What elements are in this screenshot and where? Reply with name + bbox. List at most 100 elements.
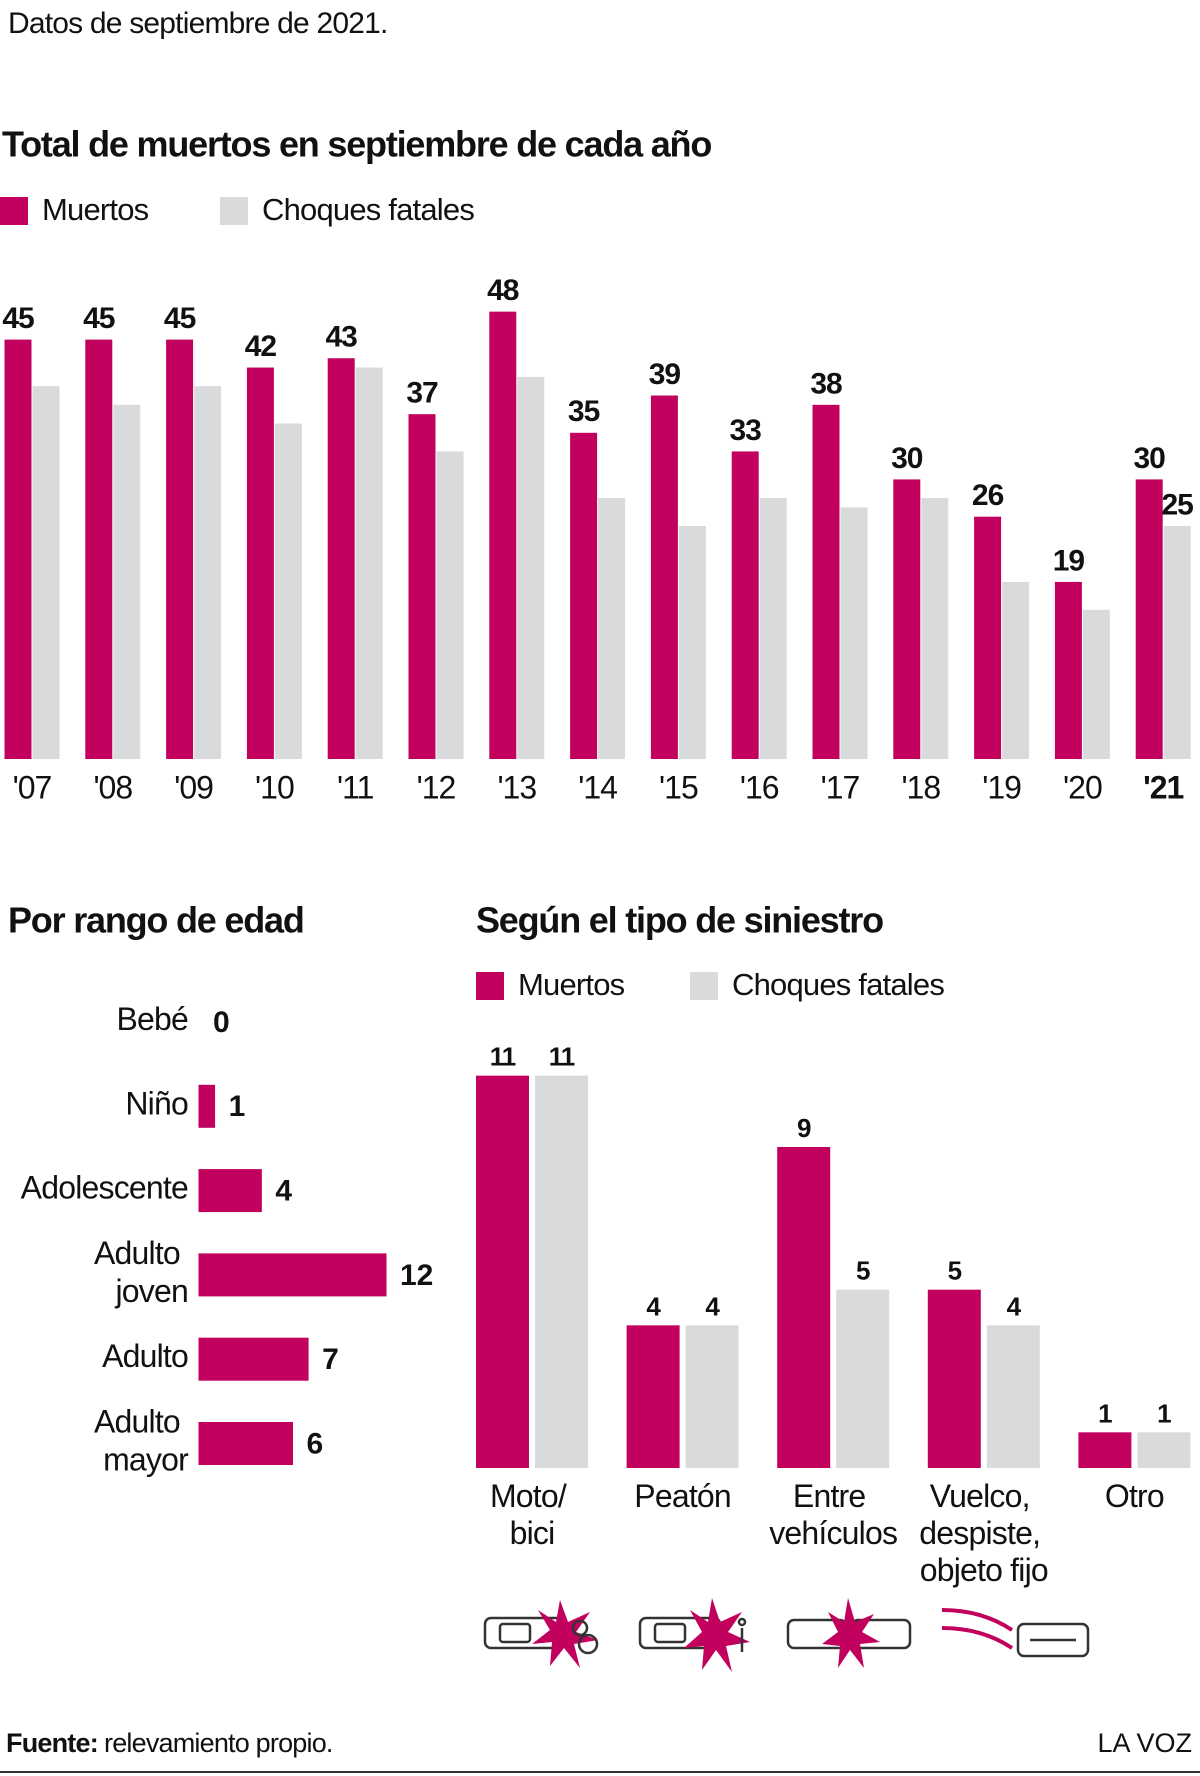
value-label: 33 (730, 414, 762, 447)
source: relevamiento propio. (104, 1728, 333, 1758)
legend-label: Choques fatales (262, 192, 474, 227)
x-tick-label: '14 (578, 769, 617, 805)
category-line: Moto/ (490, 1478, 574, 1514)
category-line: Otro (1105, 1478, 1164, 1514)
x-tick-label: '12 (417, 769, 456, 805)
value-label: 4 (705, 1291, 720, 1321)
bar (436, 451, 464, 759)
bar (836, 1289, 890, 1468)
category-label: Peatón (634, 1478, 731, 1514)
category-label: Moto/ bici (490, 1478, 574, 1551)
category-line: vehículos (769, 1515, 897, 1551)
value-label: 39 (649, 358, 681, 391)
bar (327, 358, 355, 759)
category-line: Peatón (634, 1478, 731, 1514)
bar (476, 1075, 529, 1468)
bar (517, 376, 545, 759)
value-label: 4 (1007, 1291, 1022, 1321)
x-tick-label: '08 (93, 769, 132, 805)
bar (198, 1084, 216, 1128)
value-label: 30 (1134, 442, 1166, 475)
value-label: 1 (229, 1090, 246, 1123)
legend-label: Choques fatales (732, 967, 944, 1002)
value-label: 45 (83, 302, 115, 335)
bar (570, 432, 598, 759)
x-tick-label: '13 (497, 769, 536, 805)
x-tick-label: '20 (1063, 769, 1102, 805)
subtitle: Datos de septiembre de 2021. (8, 7, 388, 40)
bar (194, 386, 222, 759)
category-line: Adolescente (21, 1170, 188, 1206)
x-tick-label: '07 (13, 769, 52, 805)
bar (1135, 479, 1163, 759)
chart-title: Por rango de edad (8, 900, 304, 941)
icons (483, 1598, 1090, 1672)
category-label: Adolescente (21, 1170, 188, 1206)
x-tick-label: '18 (901, 769, 940, 805)
category-line: Vuelco, (930, 1478, 1038, 1514)
x-tick-label: '15 (659, 769, 698, 805)
category-line: joven (114, 1273, 188, 1309)
category-line: Entre (793, 1478, 874, 1514)
bar (1078, 1432, 1132, 1468)
bar (355, 367, 383, 759)
category-label: Adulto mayor (94, 1404, 189, 1478)
value-label: 7 (322, 1343, 339, 1376)
source-label: Fuente: (6, 1728, 98, 1758)
x-tick-label: '09 (174, 769, 213, 805)
category-line: objeto fijo (920, 1552, 1048, 1588)
value-label: 11 (549, 1042, 575, 1072)
bar (1137, 1432, 1191, 1468)
bar (840, 507, 868, 759)
bar (731, 451, 759, 759)
value-label: 30 (891, 442, 923, 475)
category-label: Adulto joven (94, 1235, 188, 1309)
x-tick-label: '21 (1143, 769, 1183, 805)
legend-swatch (220, 197, 248, 225)
bar (198, 1169, 262, 1213)
bar (759, 498, 787, 759)
bar (974, 516, 1002, 759)
value-label: 35 (568, 395, 600, 428)
category-line: Adulto (94, 1235, 188, 1271)
bar (598, 498, 626, 759)
value-label: 12 (400, 1259, 433, 1292)
category-line: despiste, (919, 1515, 1048, 1551)
value-label: 5 (856, 1256, 870, 1286)
bar (893, 479, 921, 759)
bar (408, 414, 436, 759)
value-label: 45 (164, 302, 196, 335)
category-line: Bebé (116, 1001, 188, 1037)
legend-swatch (690, 972, 718, 1000)
value-label: 48 (487, 274, 519, 307)
bar (535, 1075, 588, 1468)
bar (921, 498, 949, 759)
value-label: 26 (972, 479, 1004, 512)
bar (685, 1325, 739, 1468)
category-label: Bebé (116, 1001, 188, 1037)
x-tick-label: '17 (821, 769, 860, 805)
category-line: Adulto (94, 1404, 188, 1440)
category-line: Niño (125, 1086, 188, 1122)
legend-label: Muertos (42, 192, 149, 227)
bar (1163, 526, 1191, 759)
bar (650, 395, 678, 759)
brand: LA VOZ (1097, 1728, 1192, 1758)
x-tick-label: '16 (740, 769, 779, 805)
category-label: Adulto (102, 1339, 188, 1375)
category-label: Niño (125, 1086, 188, 1122)
category-line: bici (510, 1515, 555, 1551)
bar (166, 339, 194, 759)
value-label: 45 (2, 302, 34, 335)
legend-label: Muertos (518, 967, 625, 1002)
category-label: Otro (1105, 1478, 1164, 1514)
bar (32, 386, 60, 759)
bar (1002, 581, 1030, 759)
legend-swatch (476, 972, 504, 1000)
value-label: 42 (245, 330, 277, 363)
value-label: 4 (646, 1291, 661, 1321)
chart-title: Según el tipo de siniestro (476, 900, 883, 941)
bar (489, 311, 517, 759)
legend-swatch (0, 197, 28, 225)
chart-title: Total de muertos en septiembre de cada a… (2, 124, 711, 165)
